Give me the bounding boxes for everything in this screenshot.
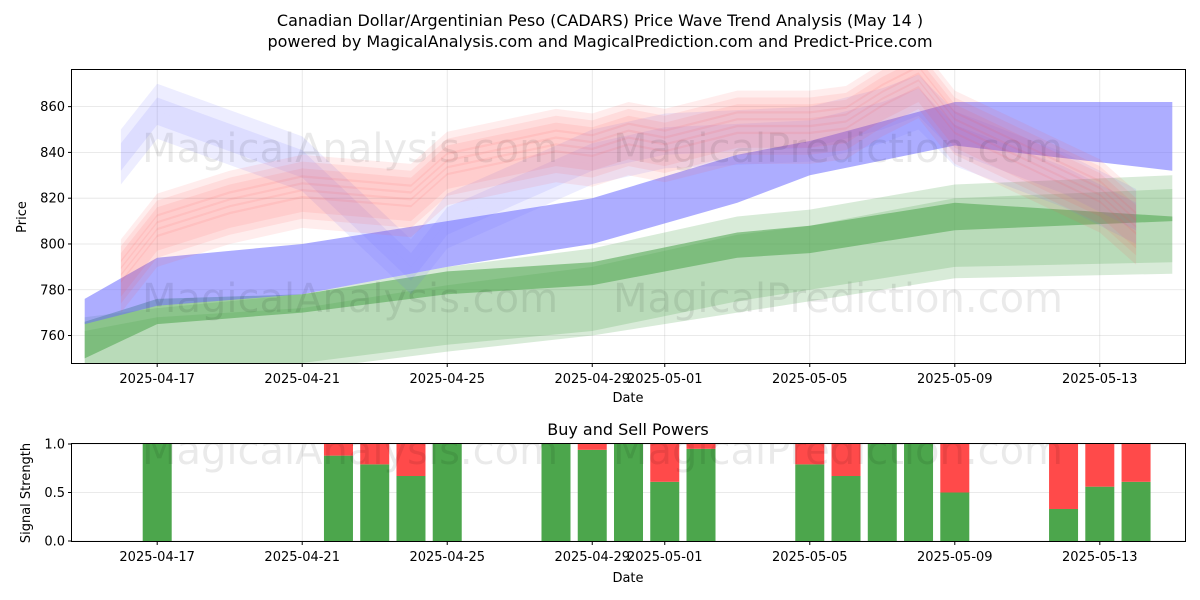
buy-power-bar xyxy=(940,492,970,541)
buy-power-bar xyxy=(613,444,644,541)
buy-power-bar xyxy=(142,444,172,541)
sell-power-bar xyxy=(795,444,825,465)
signal-x-tick-label: 2025-04-25 xyxy=(409,550,485,565)
signal-y-tick-label: 0.0 xyxy=(44,535,65,550)
price-y-tick-label: 820 xyxy=(40,192,65,207)
watermark-prediction-top: MagicalPrediction.com xyxy=(613,126,1063,172)
buy-power-bar xyxy=(795,464,825,541)
signal-y-tick-label: 1.0 xyxy=(44,438,65,453)
buy-power-bar xyxy=(360,464,390,541)
price-x-tick-label: 2025-05-09 xyxy=(917,372,993,387)
signal-x-tick-label: 2025-04-21 xyxy=(264,550,340,565)
buy-power-bar xyxy=(1085,486,1115,541)
watermark-prediction-mid: MagicalPrediction.com xyxy=(613,276,1063,322)
signal-x-axis-label: Date xyxy=(612,571,643,586)
blue-wave-band xyxy=(120,102,1137,295)
sell-power-bar xyxy=(1085,444,1115,487)
sell-power-bar xyxy=(396,444,426,477)
buy-power-bar xyxy=(396,476,426,541)
buy-power-bar xyxy=(831,476,861,541)
buy-power-bar xyxy=(904,444,934,541)
buy-power-bar xyxy=(686,448,716,541)
signal-bars xyxy=(142,444,1151,541)
green-forecast-band xyxy=(84,175,1173,363)
price-x-tick-label: 2025-05-05 xyxy=(772,372,848,387)
sell-power-bar xyxy=(1049,444,1079,509)
buy-power-bar xyxy=(867,444,897,541)
price-watermarks: MagicalAnalysis.com MagicalPrediction.co… xyxy=(142,126,1063,322)
price-bands xyxy=(84,70,1173,363)
blue-wave-band xyxy=(120,88,1137,281)
price-y-tick-label: 800 xyxy=(40,237,65,252)
signal-axes: 2025-04-17 2025-04-21 2025-04-25 2025-04-29… xyxy=(44,438,1137,566)
sell-power-bar xyxy=(360,444,390,465)
price-x-tick-label: 2025-05-01 xyxy=(627,372,703,387)
price-wave-panel: MagicalAnalysis.com MagicalPrediction.co… xyxy=(15,69,1186,406)
buy-sell-panel: Buy and Sell Powers MagicalAnalysis.com … xyxy=(19,420,1186,586)
price-x-axis-label: Date xyxy=(612,391,643,406)
red-wave-band xyxy=(120,70,1137,270)
signal-x-tick-label: 2025-05-01 xyxy=(627,550,703,565)
buy-power-bar xyxy=(650,481,680,541)
buy-power-bar xyxy=(1121,481,1151,541)
red-wave-band xyxy=(120,70,1137,263)
price-x-tick-label: 2025-04-17 xyxy=(119,372,195,387)
price-y-tick-label: 780 xyxy=(40,283,65,298)
green-forecast-band xyxy=(84,202,1173,359)
sell-power-bar xyxy=(940,444,970,493)
price-x-tick-label: 2025-04-25 xyxy=(409,372,485,387)
buy-power-bar xyxy=(1049,508,1079,541)
sell-power-bar xyxy=(1121,444,1151,482)
sell-power-bar xyxy=(686,444,716,449)
watermark-analysis-top: MagicalAnalysis.com xyxy=(142,126,558,172)
sell-power-bar xyxy=(323,444,353,456)
green-forecast-band xyxy=(84,189,1173,363)
watermark-prediction-bottom: MagicalPrediction.com xyxy=(613,428,1063,474)
watermark-analysis-mid: MagicalAnalysis.com xyxy=(142,276,558,322)
price-x-tick-label: 2025-05-13 xyxy=(1062,372,1138,387)
buy-power-bar xyxy=(577,449,607,541)
sell-power-bar xyxy=(577,444,607,450)
price-y-tick-label: 860 xyxy=(40,100,65,115)
price-y-tick-label: 840 xyxy=(40,146,65,161)
price-plot-frame xyxy=(71,69,1186,364)
signal-x-tick-label: 2025-04-29 xyxy=(554,550,630,565)
sell-power-bar xyxy=(650,444,680,482)
price-y-axis-label: Price xyxy=(15,201,30,233)
buy-power-bar xyxy=(323,455,353,541)
price-x-tick-label: 2025-04-29 xyxy=(554,372,630,387)
watermark-analysis-bottom: MagicalAnalysis.com xyxy=(142,428,558,474)
buy-sell-title: Buy and Sell Powers xyxy=(547,420,709,439)
signal-x-tick-label: 2025-04-17 xyxy=(119,550,195,565)
price-axes: 2025-04-17 2025-04-21 2025-04-25 2025-04-29… xyxy=(40,100,1137,387)
red-wave-band xyxy=(120,70,1137,276)
buy-power-bar xyxy=(432,444,462,541)
signal-x-tick-label: 2025-05-05 xyxy=(772,550,848,565)
blue-forecast-band xyxy=(84,102,1173,325)
signal-y-tick-label: 0.5 xyxy=(44,486,65,501)
price-x-tick-label: 2025-04-21 xyxy=(264,372,340,387)
main-title-line1: Canadian Dollar/Argentinian Peso (CADARS… xyxy=(277,11,923,30)
signal-x-tick-label: 2025-05-09 xyxy=(917,550,993,565)
price-y-tick-label: 760 xyxy=(40,329,65,344)
blue-wave-band xyxy=(120,74,1137,267)
sell-power-bar xyxy=(831,444,861,477)
signal-x-tick-label: 2025-05-13 xyxy=(1062,550,1138,565)
signal-watermarks: MagicalAnalysis.com MagicalPrediction.co… xyxy=(142,428,1063,474)
signal-y-axis-label: Signal Strength xyxy=(19,443,34,543)
buy-power-bar xyxy=(541,444,571,541)
main-title-line2: powered by MagicalAnalysis.com and Magic… xyxy=(267,32,932,51)
